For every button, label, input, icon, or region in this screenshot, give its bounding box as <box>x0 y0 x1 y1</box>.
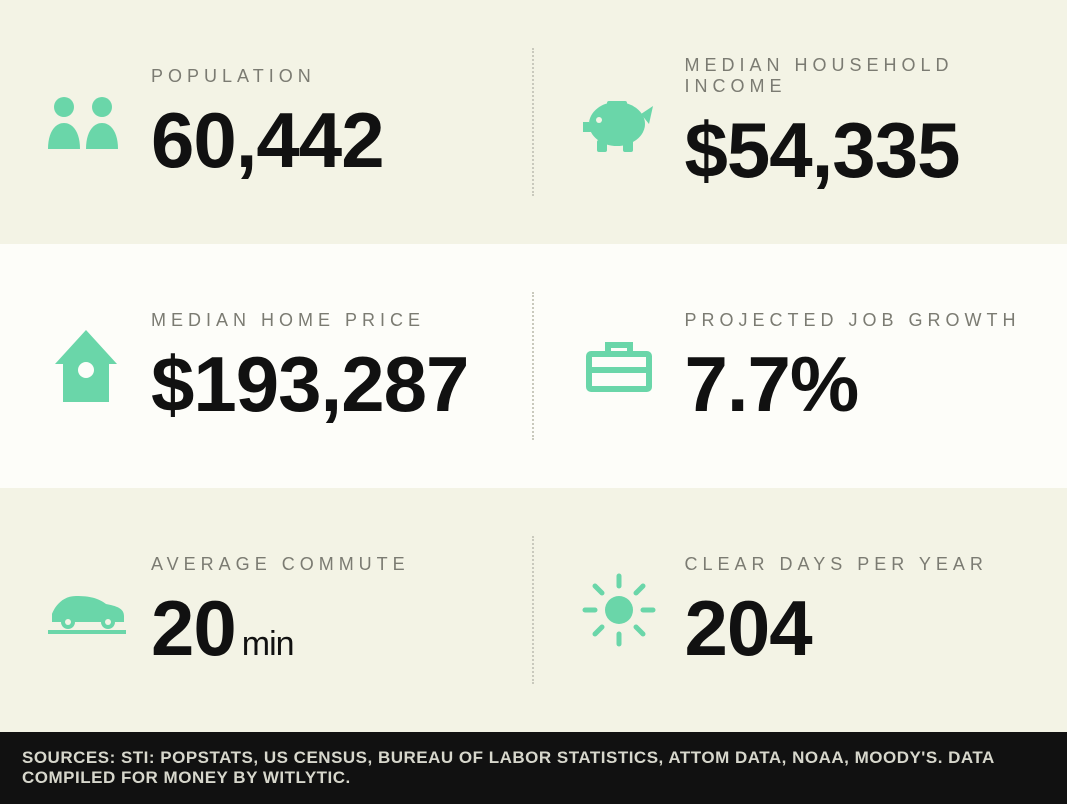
car-icon <box>38 586 133 634</box>
stat-income: MEDIAN HOUSEHOLD INCOME $54,335 <box>534 0 1067 244</box>
stat-value: 20min <box>151 589 410 667</box>
stat-label: AVERAGE COMMUTE <box>151 554 410 575</box>
stat-label: CLEAR DAYS PER YEAR <box>685 554 988 575</box>
house-icon <box>38 330 133 402</box>
stats-grid: POPULATION 60,442 MEDIAN HOUSEHOLD INCOM… <box>0 0 1067 732</box>
stat-label: MEDIAN HOME PRICE <box>151 310 468 331</box>
stat-clear-days: CLEAR DAYS PER YEAR 204 <box>534 488 1067 732</box>
piggy-bank-icon <box>572 92 667 152</box>
sources-footer: SOURCES: STI: POPSTATS, US CENSUS, BUREA… <box>0 732 1067 804</box>
stat-value: 7.7% <box>685 345 1021 423</box>
stat-population: POPULATION 60,442 <box>0 0 534 244</box>
stat-value: 60,442 <box>151 101 384 179</box>
people-icon <box>38 95 133 149</box>
stat-commute: AVERAGE COMMUTE 20min <box>0 488 534 732</box>
stat-value: $54,335 <box>685 111 1038 189</box>
stat-value: 204 <box>685 589 988 667</box>
stat-label: POPULATION <box>151 66 384 87</box>
stat-value: $193,287 <box>151 345 468 423</box>
stat-home-price: MEDIAN HOME PRICE $193,287 <box>0 244 534 488</box>
sun-icon <box>572 572 667 648</box>
briefcase-icon <box>572 340 667 392</box>
stat-unit: min <box>242 625 294 663</box>
stat-label: MEDIAN HOUSEHOLD INCOME <box>685 55 1038 97</box>
stat-job-growth: PROJECTED JOB GROWTH 7.7% <box>534 244 1067 488</box>
stat-label: PROJECTED JOB GROWTH <box>685 310 1021 331</box>
